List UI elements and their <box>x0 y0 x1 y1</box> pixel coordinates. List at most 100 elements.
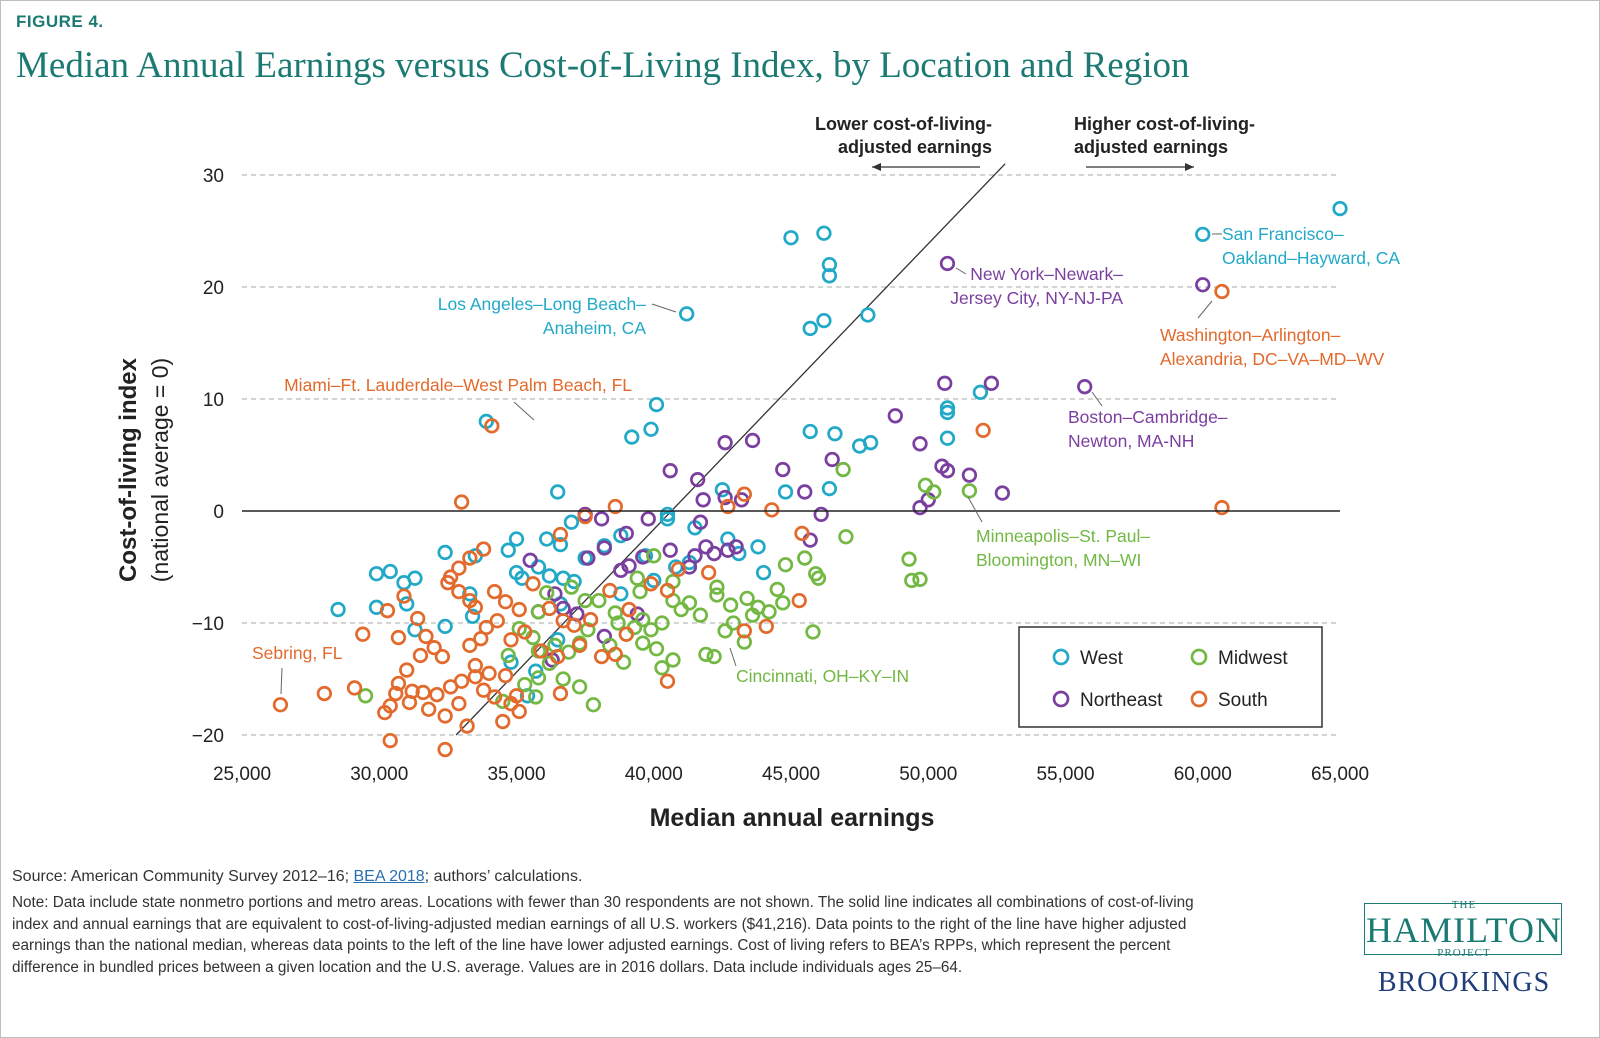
point-south-37 <box>541 600 558 617</box>
point-south-72 <box>437 708 453 724</box>
point-south-59 <box>399 662 415 678</box>
point-south-14 <box>701 564 717 581</box>
point-midwest-2 <box>901 551 917 567</box>
point-south-35 <box>511 601 527 618</box>
point-midwest-18 <box>709 579 725 595</box>
point-midwest-58 <box>646 548 662 564</box>
point-northeast-15 <box>961 467 978 483</box>
logo-box <box>1364 903 1562 955</box>
point-west-24 <box>821 480 838 497</box>
point-midwest-8 <box>805 624 821 640</box>
point-midwest-69 <box>357 688 374 704</box>
annotation-label-0-0: San Francisco– <box>1222 224 1344 244</box>
point-west-26 <box>659 506 676 523</box>
y-tick-label: 20 <box>203 278 224 299</box>
point-west-49 <box>755 564 772 581</box>
point-northeast-40 <box>618 525 634 542</box>
point-south-70 <box>467 669 483 685</box>
direction-label-lower-0: Lower cost-of-living- <box>815 114 992 134</box>
point-midwest-3 <box>912 571 928 587</box>
point-midwest-37 <box>591 592 607 609</box>
point-south-10 <box>794 525 810 542</box>
point-south-1 <box>1214 499 1230 516</box>
point-west-27 <box>659 511 676 527</box>
point-west-32 <box>500 542 516 558</box>
point-west-68 <box>646 572 662 589</box>
point-south-33 <box>486 583 503 600</box>
point-south-85 <box>481 665 497 682</box>
point-south-16 <box>659 582 676 599</box>
point-south-78 <box>495 713 511 730</box>
point-northeast-21 <box>797 484 813 500</box>
annotation-leader-3 <box>1197 300 1213 319</box>
point-northeast-32 <box>662 542 678 558</box>
point-west-14 <box>827 426 843 442</box>
axes: 30 20 10 0 −10 −20 25,000 30,000 35,000 40,000 45,… <box>115 166 1369 832</box>
point-west-54 <box>399 596 415 612</box>
point-south-11 <box>791 592 807 609</box>
point-midwest-6 <box>917 477 934 493</box>
point-south-25 <box>533 643 549 659</box>
direction-labels: Lower cost-of-living-adjusted earnings Hi… <box>815 114 1255 171</box>
point-midwest-30 <box>643 622 659 638</box>
y-tick-label: 30 <box>203 166 224 187</box>
x-tick-label: 25,000 <box>213 764 271 785</box>
point-west-0 <box>1332 200 1348 217</box>
point-northeast-24 <box>695 492 711 508</box>
point-west-6 <box>802 320 818 337</box>
point-northeast-0 <box>939 255 956 272</box>
point-south-26 <box>517 624 533 640</box>
point-south-39 <box>566 617 582 633</box>
point-midwest-19 <box>709 587 725 603</box>
point-west-7 <box>816 312 832 329</box>
point-west-12 <box>624 429 640 445</box>
point-south-19 <box>618 626 634 642</box>
point-west-29 <box>539 531 555 547</box>
point-south-54 <box>355 626 371 642</box>
point-west-23 <box>777 484 794 500</box>
point-south-15 <box>670 561 687 577</box>
point-south-34 <box>497 594 514 610</box>
point-midwest-48 <box>500 647 516 664</box>
point-midwest-13 <box>769 581 785 598</box>
point-south-44 <box>462 550 478 566</box>
point-northeast-23 <box>717 489 733 506</box>
point-west-1 <box>1195 226 1211 243</box>
point-midwest-49 <box>517 676 533 693</box>
point-south-28 <box>489 613 505 629</box>
point-south-3 <box>484 418 500 434</box>
point-south-65 <box>401 694 418 711</box>
point-south-67 <box>429 687 445 703</box>
point-northeast-1 <box>1195 277 1211 293</box>
point-south-69 <box>453 673 470 689</box>
point-south-48 <box>462 592 478 609</box>
point-midwest-43 <box>555 671 571 687</box>
point-south-43 <box>475 541 492 557</box>
point-midwest-27 <box>673 601 689 618</box>
point-west-34 <box>437 544 453 561</box>
point-west-50 <box>368 566 385 582</box>
x-tick-label: 45,000 <box>762 764 820 785</box>
point-south-45 <box>451 560 467 576</box>
point-west-30 <box>552 536 569 553</box>
annotation-leader-5 <box>1091 391 1103 407</box>
annotation-label-1-0: New York–Newark– <box>970 264 1123 284</box>
point-midwest-42 <box>585 697 602 713</box>
y-axis-label-line2: (national average = 0) <box>147 358 173 582</box>
annotations: San Francisco– Oakland–Hayward, CA New Yor… <box>252 224 1400 695</box>
point-midwest-59 <box>629 570 645 586</box>
annotation-label-2-0: Los Angeles–Long Beach– <box>438 294 646 314</box>
bea-2018-link[interactable]: BEA 2018 <box>353 868 425 885</box>
point-midwest-50 <box>528 689 544 705</box>
point-south-88 <box>552 685 569 702</box>
point-midwest-55 <box>577 592 593 609</box>
point-northeast-20 <box>802 532 818 548</box>
point-northeast-7 <box>717 435 733 451</box>
y-tick-label: 10 <box>203 390 224 411</box>
figure-label: FIGURE 4. <box>16 12 104 31</box>
point-northeast-34 <box>621 558 637 574</box>
legend-label-west: West <box>1080 648 1124 669</box>
annotation-leader-1 <box>955 267 967 275</box>
point-northeast-27 <box>706 545 722 562</box>
point-south-47 <box>451 583 467 600</box>
